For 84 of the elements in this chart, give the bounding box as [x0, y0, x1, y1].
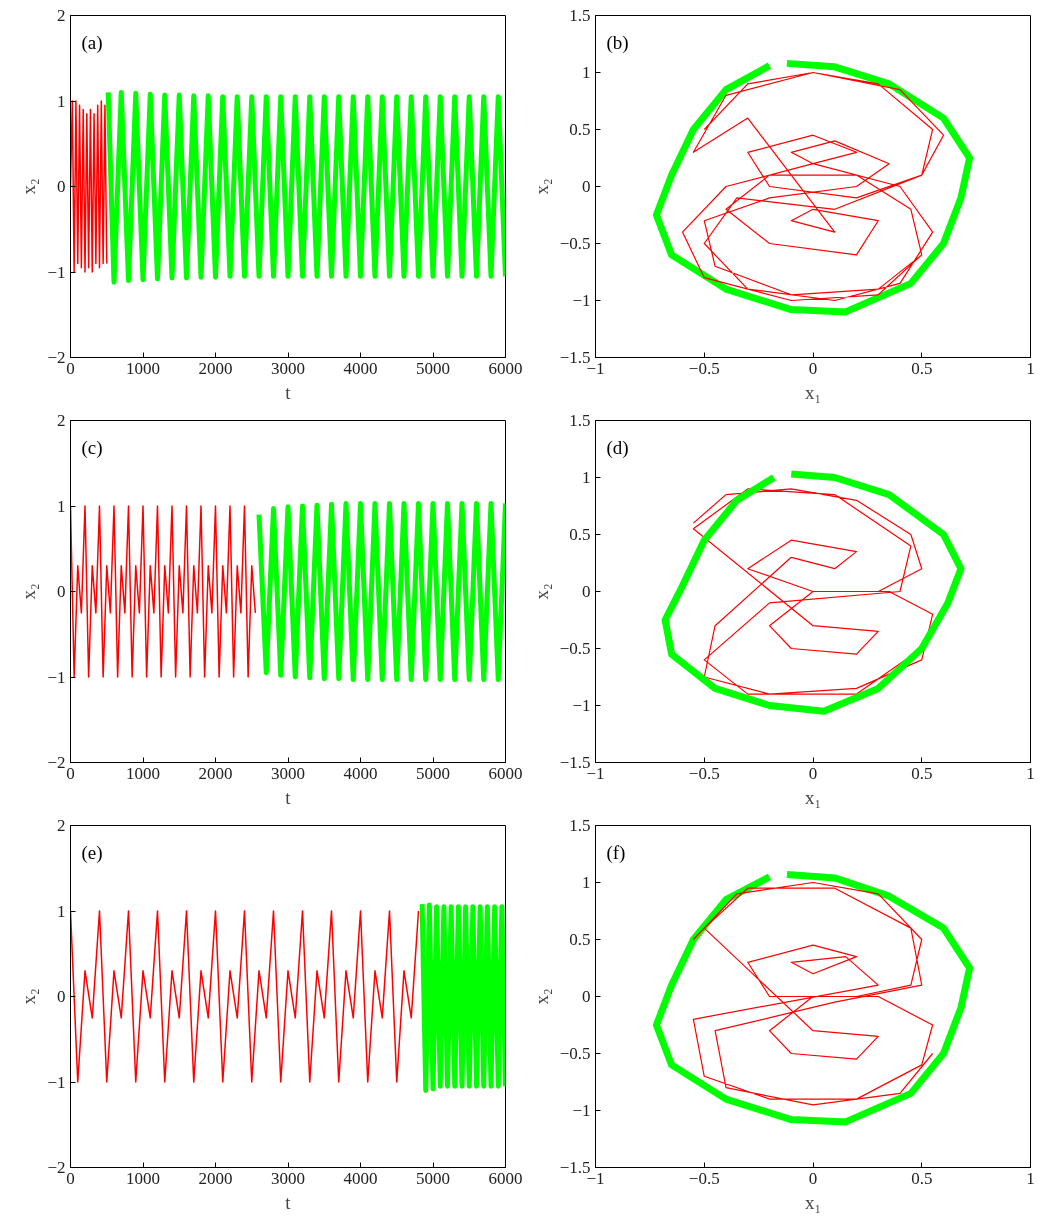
x-tick-label: 1: [1026, 763, 1035, 783]
x-tick-label: 2000: [198, 358, 233, 378]
y-tick-label: −0.5: [559, 639, 591, 658]
x-tick-label: 6000: [488, 1168, 523, 1188]
x-tick-label: 4000: [343, 358, 378, 378]
y-tick-label: 2: [57, 6, 66, 25]
y-tick-label: 1: [582, 468, 591, 487]
y-axis-title: x₂: [18, 988, 40, 1005]
x-tick-label: 1000: [126, 763, 160, 783]
x-tick-label: 4000: [343, 1168, 378, 1188]
x-tick-label: 1000: [126, 358, 160, 378]
y-axis-title: x₂: [530, 988, 552, 1005]
y-tick-label: −0.5: [559, 234, 591, 253]
y-tick-label: 0: [57, 177, 66, 196]
x-tick-label: 0.5: [911, 1168, 933, 1188]
annotation: (f): [606, 842, 626, 865]
y-tick-label: −0.5: [559, 1044, 591, 1063]
y-tick-label: 1: [582, 63, 591, 82]
x-tick-label: 4000: [343, 763, 378, 783]
y-tick-label: −1: [47, 1072, 66, 1092]
x-tick-label: 0: [808, 763, 818, 783]
y-tick-label: −2: [47, 1158, 66, 1177]
x-tick-label: 6000: [488, 763, 523, 783]
y-axis-title: x₂: [18, 583, 40, 600]
y-axis-title: x₂: [18, 178, 40, 195]
y-tick-label: 0.5: [569, 120, 591, 139]
x-tick-label: 0.5: [911, 358, 933, 378]
y-tick-label: −1.5: [559, 1158, 591, 1177]
x-tick-label: −0.5: [688, 358, 720, 378]
x-tick-label: 5000: [416, 358, 450, 378]
x-tick-label: 3000: [271, 763, 305, 783]
x-tick-label: 6000: [488, 358, 523, 378]
x-tick-label: 3000: [271, 1168, 305, 1188]
y-tick-label: 1: [57, 91, 66, 111]
y-tick-label: −1.5: [559, 348, 591, 367]
y-tick-label: 1.5: [569, 411, 591, 430]
x-tick-label: 1: [1026, 358, 1035, 378]
x-tick-label: −0.5: [688, 1168, 720, 1188]
y-tick-label: −1: [572, 696, 591, 715]
x-tick-label: 0: [808, 1168, 818, 1188]
x-tick-label: 5000: [416, 1168, 450, 1188]
annotation: (d): [606, 437, 629, 460]
x-axis-title: t: [285, 786, 292, 808]
x-tick-label: 5000: [416, 763, 450, 783]
x-axis-title: t: [285, 381, 292, 403]
x-tick-label: 2000: [198, 763, 233, 783]
x-axis-title: x₁: [804, 381, 822, 403]
y-tick-label: −1.5: [559, 753, 591, 772]
x-tick-label: 1000: [126, 1168, 160, 1188]
y-tick-label: 1: [57, 496, 66, 516]
y-tick-label: 0: [582, 177, 591, 196]
y-tick-label: 0: [57, 582, 66, 601]
y-tick-label: 1.5: [569, 6, 591, 25]
y-tick-label: 1: [582, 873, 591, 892]
annotation: (c): [81, 437, 103, 460]
y-axis-title: x₂: [530, 178, 552, 195]
y-tick-label: −1: [572, 291, 591, 310]
x-tick-label: 3000: [271, 358, 305, 378]
y-tick-label: −2: [47, 348, 66, 367]
y-tick-label: 0: [582, 582, 591, 601]
y-tick-label: −1: [47, 262, 66, 282]
x-tick-label: 1: [1026, 1168, 1035, 1188]
x-axis-title: x₁: [804, 1191, 822, 1213]
y-tick-label: −1: [572, 1101, 591, 1120]
annotation: (a): [81, 32, 103, 55]
y-tick-label: 2: [57, 411, 66, 430]
y-axis-title: x₂: [530, 583, 552, 600]
y-tick-label: 0: [582, 987, 591, 1006]
y-tick-label: −1: [47, 667, 66, 687]
y-tick-label: 2: [57, 816, 66, 835]
annotation: (e): [81, 842, 103, 865]
y-tick-label: 0: [57, 987, 66, 1006]
y-tick-label: 1.5: [569, 816, 591, 835]
y-tick-label: 0.5: [569, 930, 591, 949]
x-axis-title: t: [285, 1191, 292, 1213]
x-tick-label: 2000: [198, 1168, 233, 1188]
x-tick-label: 0: [808, 358, 818, 378]
y-tick-label: 1: [57, 901, 66, 921]
y-tick-label: 0.5: [569, 525, 591, 544]
x-axis-title: x₁: [804, 786, 822, 808]
x-tick-label: 0.5: [911, 763, 933, 783]
x-tick-label: −0.5: [688, 763, 720, 783]
y-tick-label: −2: [47, 753, 66, 772]
annotation: (b): [606, 32, 629, 55]
